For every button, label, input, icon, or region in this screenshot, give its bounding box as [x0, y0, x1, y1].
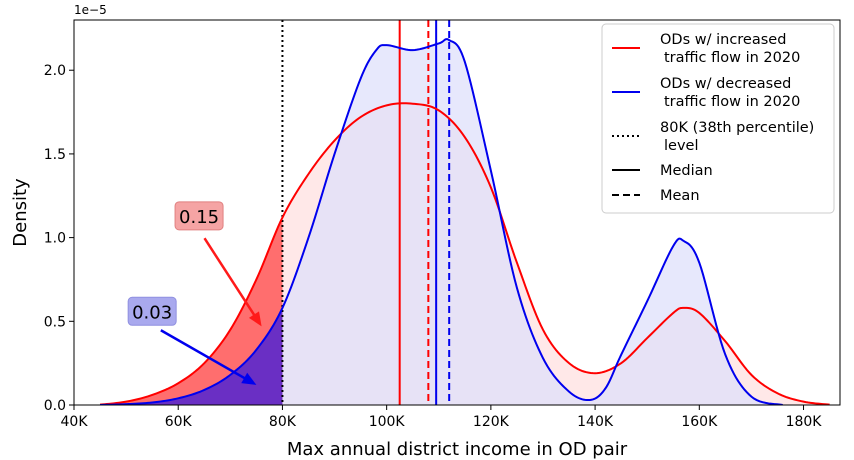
density-line-series-1 [100, 38, 783, 405]
density-line-series-0 [99, 102, 830, 405]
x-axis-label: Max annual district income in OD pair [287, 439, 628, 460]
annotation-arrow-head [241, 372, 257, 385]
annotation-label: 0.15 [179, 207, 219, 228]
y-tick-label: 0.5 [44, 314, 66, 330]
legend-entry-label: 80K (38th percentile) [660, 120, 814, 136]
x-tick-label: 140K [577, 414, 614, 430]
legend-entry-label-line2: traffic flow in 2020 [664, 50, 800, 66]
legend-entry-label: Median [660, 163, 713, 179]
legend-entry-label-line2: level [664, 138, 698, 154]
annotation-label: 0.03 [132, 302, 172, 323]
x-tick-label: 80K [269, 414, 297, 430]
legend-frame [601, 23, 835, 214]
x-tick-label: 40K [61, 414, 89, 430]
y-offset-label: 1e−5 [74, 3, 107, 17]
plot-area [99, 20, 830, 405]
y-tick-label: 2.0 [44, 63, 66, 79]
x-tick-label: 180K [786, 414, 823, 430]
legend-entry-label: ODs w/ increased [660, 32, 786, 48]
density-fill-series-1 [100, 39, 783, 405]
tail-fill-series-1 [100, 307, 283, 405]
annotation-box [174, 201, 224, 231]
y-axis-label: Density [10, 178, 31, 247]
legend-entry-label-line2: traffic flow in 2020 [664, 94, 800, 110]
x-tick-label: 60K [165, 414, 193, 430]
annotation-arrow-shaft [203, 237, 258, 319]
legend-entry-label: Mean [660, 188, 700, 204]
annotation-arrow-head [248, 311, 262, 327]
x-tick-label: 160K [681, 414, 718, 430]
x-tick-label: 120K [473, 414, 510, 430]
plot-frame [73, 19, 841, 406]
x-tick-label: 100K [369, 414, 406, 430]
annotation-arrow-shaft [160, 329, 249, 382]
legend-entry-label: ODs w/ decreased [660, 76, 791, 92]
annotation-box [127, 296, 177, 326]
tail-fill-series-0 [100, 217, 283, 405]
y-tick-label: 0.0 [44, 398, 66, 414]
y-tick-label: 1.0 [44, 231, 66, 247]
y-tick-label: 1.5 [44, 147, 66, 163]
legend: ODs w/ increased traffic flow in 2020 ODs … [601, 23, 835, 214]
